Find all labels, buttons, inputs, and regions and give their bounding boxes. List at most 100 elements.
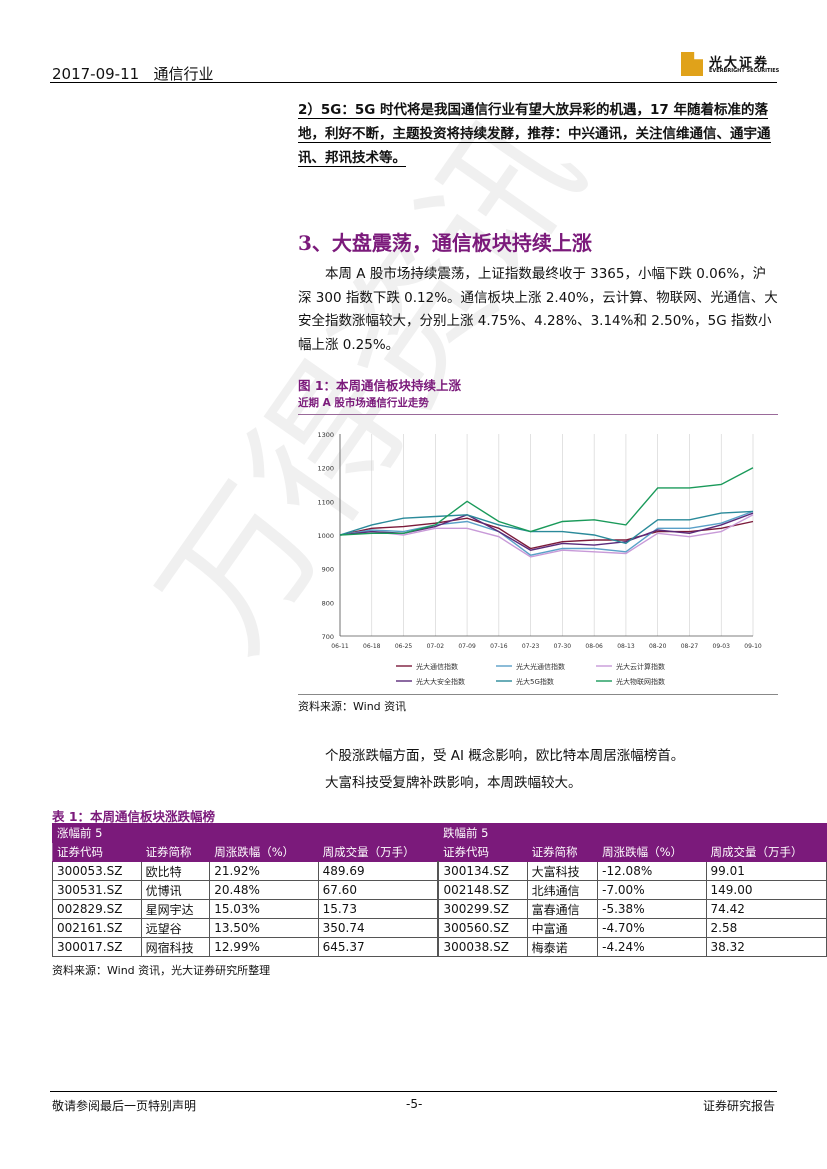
x-tick-label: 06-11	[331, 643, 349, 650]
table-cell: 38.32	[705, 937, 827, 957]
table-cell: 欧比特	[140, 861, 211, 881]
table-cell: 富春通信	[526, 899, 599, 919]
table-cell: -5.38%	[597, 899, 707, 919]
table-cell: 300299.SZ	[437, 899, 528, 919]
line-chart: 1300 1200 1100 1000 900 800 700 06-11 06-18 06-25…	[317, 431, 762, 686]
group-up-label: 涨幅前 5	[52, 823, 439, 843]
section3-title: 3、大盘震荡，通信板块持续上涨	[298, 231, 592, 255]
table-header-cell: 周涨跌幅（%）	[597, 842, 707, 862]
y-tick-label: 1000	[317, 532, 334, 540]
x-tick-label: 06-25	[395, 643, 413, 650]
table-cell: 67.60	[317, 880, 440, 900]
x-tick-label: 09-03	[713, 643, 731, 650]
x-tick-label: 07-30	[554, 643, 572, 650]
table-cell: 20.48%	[209, 880, 319, 900]
table-row: 300531.SZ 优博讯 20.48% 67.60 002148.SZ 北纬通信 -7.0…	[52, 880, 827, 900]
series-line	[339, 467, 754, 536]
figure-top-rule	[298, 414, 778, 415]
table-cell: 300134.SZ	[437, 861, 528, 881]
series-line	[339, 510, 754, 556]
x-tick-label: 07-23	[522, 643, 540, 650]
table-cell: 2.58	[705, 918, 827, 938]
x-tick-label: 08-20	[649, 643, 667, 650]
x-tick-label: 06-18	[363, 643, 381, 650]
table-header-cell: 证券代码	[52, 842, 142, 862]
table-cell: 大富科技	[526, 861, 599, 881]
figure1-source: 资料来源：Wind 资讯	[298, 700, 407, 713]
table-row: 002829.SZ 星网宇达 15.03% 15.73 300299.SZ 富春通信 -5.…	[52, 899, 827, 919]
y-tick-label: 700	[322, 633, 334, 641]
series-line	[339, 517, 754, 550]
group-down-label: 跌幅前 5	[437, 823, 827, 843]
legend-label: 光大云计算指数	[616, 662, 665, 671]
table-cell: -4.70%	[597, 918, 707, 938]
y-tick-label: 1300	[317, 431, 334, 439]
legend-label: 光大通信指数	[416, 662, 458, 671]
table-row: 002161.SZ 远望谷 13.50% 350.74 300560.SZ 中富通 -4.7…	[52, 918, 827, 938]
page-number: -5-	[406, 1097, 423, 1111]
legend-label: 光大大安全指数	[416, 677, 465, 686]
series-line	[339, 514, 754, 558]
section3-paragraph: 本周 A 股市场持续震荡，上证指数最终收于 3365，小幅下跌 0.06%，沪深…	[298, 266, 778, 353]
table-cell: 15.03%	[209, 899, 319, 919]
table-cell: 300053.SZ	[52, 861, 142, 881]
table-cell: 350.74	[317, 918, 440, 938]
table-cell: 002161.SZ	[52, 918, 142, 938]
table-cell: -7.00%	[597, 880, 707, 900]
table-cell: -12.08%	[597, 861, 707, 881]
table-cell: 300017.SZ	[52, 937, 142, 957]
logo-mark-icon	[681, 52, 703, 76]
table-cell: 300560.SZ	[437, 918, 528, 938]
footer-rule	[50, 1091, 777, 1092]
table-row: 300053.SZ 欧比特 21.92% 489.69 300134.SZ 大富科技 -12…	[52, 861, 827, 881]
footer-report-type: 证券研究报告	[703, 1099, 776, 1113]
table-cell: 002148.SZ	[437, 880, 528, 900]
figure1-subtitle: 近期 A 股市场通信行业走势	[298, 397, 429, 409]
table-cell: 12.99%	[209, 937, 319, 957]
table-cell: 中富通	[526, 918, 599, 938]
table-cell: 489.69	[317, 861, 440, 881]
table-cell: 99.01	[705, 861, 827, 881]
x-tick-label: 07-09	[458, 643, 476, 650]
series-line	[339, 510, 754, 545]
x-tick-label: 09-10	[744, 643, 762, 650]
x-tick-label: 07-02	[427, 643, 445, 650]
table-row: 300017.SZ 网宿科技 12.99% 645.37 300038.SZ 梅泰诺 -4.…	[52, 937, 827, 957]
footer-disclaimer: 敬请参阅最后一页特别声明	[52, 1099, 197, 1113]
figure-bottom-rule	[298, 694, 778, 695]
legend-label: 光大物联网指数	[616, 677, 665, 686]
x-tick-label: 08-13	[617, 643, 635, 650]
table-cell: 21.92%	[209, 861, 319, 881]
table1-source: 资料来源：Wind 资讯，光大证券研究所整理	[52, 964, 271, 977]
table-cell: 149.00	[705, 880, 827, 900]
y-tick-label: 1100	[317, 498, 334, 506]
table-header-cell: 周涨跌幅（%）	[209, 842, 319, 862]
table-cell: 梅泰诺	[526, 937, 599, 957]
y-tick-label: 1200	[317, 465, 334, 473]
table-cell: -4.24%	[597, 937, 707, 957]
stock-movement-paragraph: 个股涨跌幅方面，受 AI 概念影响，欧比特本周居涨幅榜首。 大富科技受复牌补跌影…	[325, 748, 685, 791]
x-tick-label: 08-06	[585, 643, 603, 650]
table-header-cell: 周成交量（万手）	[317, 842, 439, 862]
x-tick-label: 07-16	[490, 643, 508, 650]
table-cell: 300038.SZ	[437, 937, 528, 957]
table-header-cell: 证券简称	[526, 842, 599, 862]
table1-title: 表 1：本周通信板块涨跌幅榜	[52, 809, 216, 824]
header-date-industry: 2017-09-11 通信行业	[52, 65, 214, 83]
table-cell: 远望谷	[140, 918, 211, 938]
table-cell: 002829.SZ	[52, 899, 142, 919]
table-cell: 星网宇达	[140, 899, 211, 919]
legend-label: 光大5G指数	[516, 677, 554, 686]
table-cell: 优博讯	[140, 880, 211, 900]
table-cell: 645.37	[317, 937, 440, 957]
header-rule	[50, 82, 777, 83]
table-cell: 300531.SZ	[52, 880, 142, 900]
table-header-cell: 证券简称	[140, 842, 211, 862]
section2-text: 2）5G：5G 时代将是我国通信行业有望大放异彩的机遇，17 年随着标准的落地，…	[298, 102, 771, 167]
legend-label: 光大光通信指数	[516, 662, 565, 671]
y-tick-label: 800	[322, 599, 334, 607]
y-tick-label: 900	[322, 566, 334, 574]
table-cell: 15.73	[317, 899, 440, 919]
table-header-cell: 证券代码	[437, 842, 528, 862]
figure1-title: 图 1：本周通信板块持续上涨	[298, 378, 462, 393]
